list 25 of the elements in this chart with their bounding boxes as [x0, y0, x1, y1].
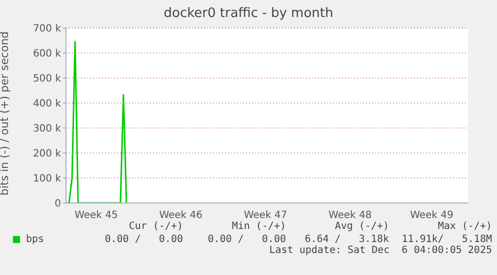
y-tick-label: 100 k — [32, 174, 62, 185]
text: 0.00 / 0.00 — [104, 234, 183, 244]
y-tick-label: 400 k — [32, 98, 62, 110]
chart-title: docker0 traffic - by month — [162, 6, 334, 21]
text: 0.00 / 0.00 — [206, 234, 286, 244]
x-tick-label: Week 45 — [74, 210, 118, 222]
y-tick-label: 700 k — [32, 24, 62, 35]
text: 6.64 / 3.18k — [304, 234, 389, 244]
y-tick-label: 500 k — [32, 74, 62, 85]
x-tick-label: Week 49 — [410, 210, 454, 222]
legend-label: bps — [26, 234, 44, 244]
y-axis-title: bits in (-) / out (+) per second — [0, 31, 11, 196]
text: Last update: Sat Dec 6 04:00:05 2025 — [268, 245, 492, 257]
y-tick-label: 200 k — [32, 148, 62, 160]
text: Min (-/+) — [230, 221, 286, 233]
x-tick-label: Week 47 — [244, 210, 288, 222]
text: Avg (-/+) — [334, 221, 389, 233]
text: Cur (-/+) — [128, 221, 183, 233]
text: Max (-/+) — [436, 221, 492, 233]
y-tick-label: 600 k — [32, 48, 62, 60]
y-tick-label: 0 — [54, 198, 61, 210]
x-tick-label: Week 48 — [328, 210, 372, 222]
text: 11.91k/ 5.18M — [400, 234, 492, 244]
y-tick-label: 300 k — [32, 124, 62, 135]
x-tick-label: Week 46 — [159, 210, 203, 222]
